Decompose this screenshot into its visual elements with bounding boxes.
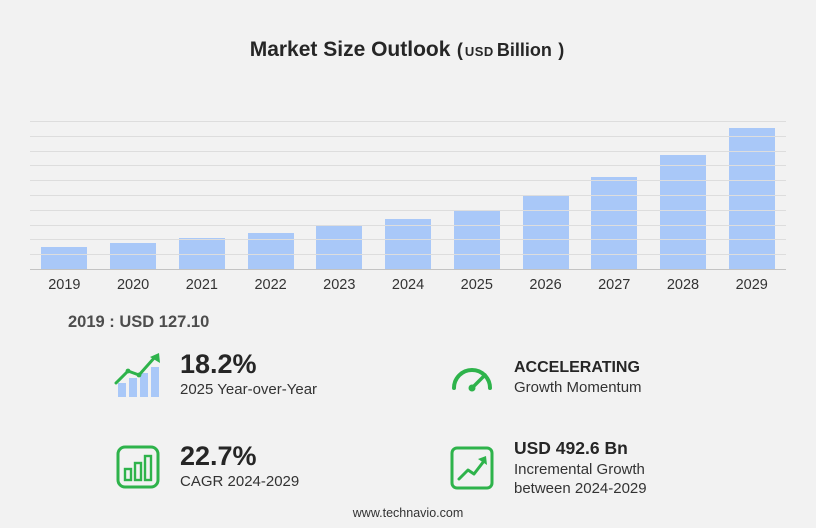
gridline — [30, 209, 786, 211]
x-axis-label-2020: 2020 — [116, 277, 150, 293]
title-unit-currency: USD — [464, 44, 494, 59]
base-year-annotation: 2019 : USD 127.10 — [68, 313, 210, 331]
yoy-growth-bars-icon — [114, 353, 160, 397]
x-axis-line — [30, 269, 786, 270]
yoy-label: 2025 Year-over-Year — [180, 381, 318, 399]
stat-year-over-year: 18.2% 2025 Year-over-Year — [112, 349, 317, 401]
x-axis-label-2025: 2025 — [460, 277, 493, 293]
bar-2021 — [178, 237, 225, 270]
cagr-label: CAGR 2024-2029 — [180, 473, 300, 491]
gridline — [30, 254, 786, 256]
title-close-paren: ) — [558, 40, 565, 60]
gridline — [30, 165, 786, 167]
yoy-value: 18.2% — [180, 349, 257, 380]
title-open-paren: ( — [456, 40, 463, 60]
gridline — [30, 150, 786, 152]
bars — [30, 122, 786, 270]
bar-2028 — [659, 155, 706, 270]
gridline — [30, 224, 786, 226]
bar-2024 — [385, 218, 432, 270]
bar-2022 — [247, 232, 294, 270]
x-axis-label-2029: 2029 — [735, 277, 768, 293]
cagr-chart-icon — [116, 445, 160, 489]
stat-cagr: 22.7% CAGR 2024-2029 — [112, 441, 299, 493]
page-title: Market Size Outlook (USD Billion ) — [0, 38, 816, 62]
footer-url[interactable]: www.technavio.com — [352, 506, 464, 520]
x-axis-labels: 2019 2020 2021 2022 2023 2024 2025 2026 2027 2028… — [30, 277, 786, 293]
cagr-value: 22.7% — [180, 441, 257, 472]
bar-2026 — [522, 195, 569, 270]
bar-chart-plot-area — [30, 121, 786, 270]
bar-2027 — [591, 177, 638, 270]
bar-2020 — [110, 242, 157, 270]
momentum-label: Growth Momentum — [514, 379, 642, 397]
x-axis-label-2019: 2019 — [48, 277, 81, 293]
x-axis-label-2021: 2021 — [185, 277, 218, 293]
x-axis-label-2024: 2024 — [391, 277, 425, 293]
incremental-label-line1: Incremental Growth — [514, 460, 645, 478]
x-axis-label-2026: 2026 — [529, 277, 562, 293]
gridline — [30, 135, 786, 137]
x-axis-label-2027: 2027 — [598, 277, 631, 293]
bar-2019 — [41, 246, 88, 270]
x-axis-label-2023: 2023 — [323, 277, 356, 293]
stat-growth-momentum: ACCELERATING Growth Momentum — [446, 352, 642, 404]
bar-2029 — [728, 127, 775, 270]
momentum-title: ACCELERATING — [514, 359, 640, 377]
stat-incremental-growth: USD 492.6 Bn Incremental Growth between … — [446, 438, 647, 499]
gridline — [30, 195, 786, 196]
x-axis-label-2028: 2028 — [666, 277, 700, 293]
speedometer-icon — [452, 368, 492, 392]
incremental-label-line2: between 2024-2029 — [514, 480, 647, 498]
bar-2023 — [316, 226, 363, 270]
title-main: Market Size Outlook — [249, 38, 451, 61]
gridline — [30, 239, 786, 241]
title-unit-word: Billion — [496, 40, 552, 60]
x-axis-label-2022: 2022 — [254, 277, 287, 293]
incremental-growth-icon — [450, 446, 494, 490]
gridline — [30, 121, 786, 122]
gridline — [30, 180, 786, 182]
incremental-title: USD 492.6 Bn — [514, 438, 628, 458]
